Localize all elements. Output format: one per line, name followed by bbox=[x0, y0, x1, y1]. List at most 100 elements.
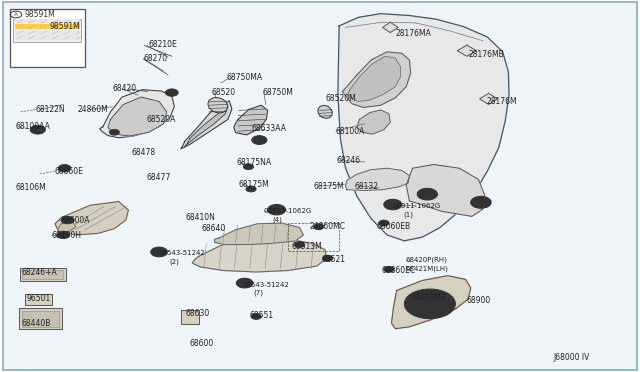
Text: 68246+A: 68246+A bbox=[22, 268, 58, 277]
Text: 68860E: 68860E bbox=[55, 167, 84, 176]
Text: 08911-1062G: 08911-1062G bbox=[264, 208, 312, 214]
Polygon shape bbox=[108, 97, 167, 136]
Text: 96501: 96501 bbox=[26, 294, 51, 303]
Bar bbox=[10, 9, 85, 67]
Circle shape bbox=[61, 217, 74, 224]
Text: 68478: 68478 bbox=[132, 148, 156, 157]
Circle shape bbox=[166, 89, 178, 96]
Bar bbox=[22, 270, 63, 279]
Bar bbox=[19, 308, 62, 329]
Circle shape bbox=[404, 289, 456, 319]
Text: 68750MA: 68750MA bbox=[227, 73, 263, 82]
Text: A: A bbox=[14, 12, 18, 17]
Polygon shape bbox=[406, 164, 484, 217]
Text: 08543-51242: 08543-51242 bbox=[242, 282, 289, 288]
Bar bbox=[20, 268, 66, 280]
Text: N: N bbox=[390, 200, 396, 209]
Bar bbox=[25, 294, 52, 305]
Circle shape bbox=[268, 205, 285, 215]
Circle shape bbox=[255, 138, 263, 142]
Bar bbox=[22, 311, 60, 327]
Circle shape bbox=[379, 220, 389, 226]
Circle shape bbox=[417, 188, 438, 200]
Polygon shape bbox=[58, 221, 76, 233]
Bar bbox=[15, 25, 80, 29]
Text: 68420P(RH): 68420P(RH) bbox=[406, 257, 447, 263]
Text: S: S bbox=[157, 249, 161, 255]
Circle shape bbox=[109, 129, 120, 135]
Circle shape bbox=[419, 297, 442, 311]
Polygon shape bbox=[338, 14, 509, 241]
Polygon shape bbox=[392, 276, 470, 329]
Text: 68520M: 68520M bbox=[325, 94, 356, 103]
Bar bbox=[15, 35, 80, 39]
FancyBboxPatch shape bbox=[3, 2, 637, 370]
Text: (1): (1) bbox=[403, 212, 413, 218]
Polygon shape bbox=[234, 105, 268, 135]
Circle shape bbox=[58, 164, 71, 172]
Text: S: S bbox=[242, 280, 247, 286]
Circle shape bbox=[323, 255, 333, 261]
Circle shape bbox=[246, 186, 256, 192]
Text: 24860M: 24860M bbox=[77, 105, 108, 114]
Text: 68210E: 68210E bbox=[149, 40, 178, 49]
Text: 68900: 68900 bbox=[467, 296, 490, 305]
Text: 68490H: 68490H bbox=[52, 231, 82, 240]
Circle shape bbox=[151, 247, 168, 257]
Text: 68175NA: 68175NA bbox=[237, 158, 272, 167]
Bar bbox=[13, 19, 81, 42]
Text: 98591M: 98591M bbox=[50, 22, 81, 31]
Circle shape bbox=[314, 224, 324, 230]
Text: 68520: 68520 bbox=[211, 88, 236, 97]
Circle shape bbox=[384, 199, 402, 210]
Text: 68100AA: 68100AA bbox=[15, 122, 51, 131]
Circle shape bbox=[422, 191, 433, 198]
Text: 28176MA: 28176MA bbox=[396, 29, 431, 38]
Ellipse shape bbox=[208, 97, 228, 113]
Polygon shape bbox=[357, 110, 390, 134]
Text: 68513M: 68513M bbox=[292, 241, 323, 250]
Text: 98591M: 98591M bbox=[25, 10, 56, 19]
Text: (7): (7) bbox=[253, 289, 263, 296]
Polygon shape bbox=[214, 223, 303, 244]
Text: J68000 IV: J68000 IV bbox=[553, 353, 589, 362]
Circle shape bbox=[251, 314, 261, 320]
Circle shape bbox=[470, 196, 491, 208]
Circle shape bbox=[236, 278, 253, 288]
Text: (2): (2) bbox=[170, 259, 179, 265]
Text: 68270: 68270 bbox=[144, 54, 168, 63]
Bar bbox=[15, 19, 80, 24]
Polygon shape bbox=[479, 93, 497, 105]
Polygon shape bbox=[458, 45, 476, 56]
Bar bbox=[180, 310, 198, 324]
Text: 68640: 68640 bbox=[202, 224, 226, 233]
Text: 68420: 68420 bbox=[113, 84, 136, 93]
Text: 68060EB: 68060EB bbox=[377, 221, 411, 231]
Text: A: A bbox=[478, 198, 484, 207]
Polygon shape bbox=[55, 202, 129, 235]
Circle shape bbox=[243, 164, 253, 170]
Text: 68860EC: 68860EC bbox=[381, 266, 415, 275]
Text: 68246: 68246 bbox=[337, 156, 361, 165]
Text: 68600A: 68600A bbox=[60, 217, 90, 225]
Text: 24860MC: 24860MC bbox=[310, 221, 346, 231]
Circle shape bbox=[294, 241, 305, 247]
Text: 08911-1062G: 08911-1062G bbox=[393, 203, 441, 209]
Text: 68175M: 68175M bbox=[238, 180, 269, 189]
Text: 28176MB: 28176MB bbox=[468, 50, 504, 59]
Ellipse shape bbox=[318, 105, 332, 118]
Circle shape bbox=[411, 293, 449, 315]
Circle shape bbox=[30, 125, 45, 134]
Text: 68106M: 68106M bbox=[15, 183, 46, 192]
Text: 24860MB: 24860MB bbox=[410, 293, 446, 302]
Text: 68600: 68600 bbox=[189, 339, 213, 348]
Text: 68477: 68477 bbox=[147, 173, 170, 182]
Text: 68132: 68132 bbox=[355, 182, 378, 190]
Text: 68750M: 68750M bbox=[262, 88, 293, 97]
Text: 68633AA: 68633AA bbox=[252, 124, 287, 134]
Polygon shape bbox=[342, 52, 411, 108]
Text: N: N bbox=[273, 205, 280, 214]
Text: 68630: 68630 bbox=[186, 310, 210, 318]
Polygon shape bbox=[346, 168, 410, 190]
Polygon shape bbox=[100, 90, 174, 138]
